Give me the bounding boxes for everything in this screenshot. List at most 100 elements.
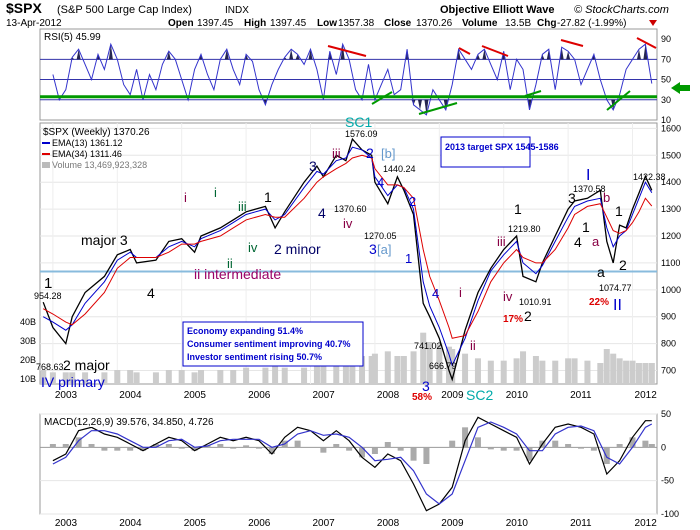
wave-label: 2	[409, 194, 416, 209]
histogram-bar	[165, 444, 172, 448]
histogram-bar	[333, 444, 340, 448]
price-label: 666.79	[429, 361, 457, 371]
year-tick-label: 2012	[635, 390, 658, 401]
price-tick-label: 1600	[661, 123, 681, 133]
volume-bar	[400, 356, 407, 384]
year-tick-label: 2007	[313, 390, 336, 401]
wave-label: 4	[147, 285, 155, 301]
source-label: © StockCharts.com	[574, 4, 669, 16]
year-tick-label: 2008	[377, 390, 400, 401]
volume-label: Volume	[462, 18, 498, 29]
wave-label: 4	[318, 205, 326, 221]
price-line	[42, 137, 653, 382]
volume-bar	[178, 370, 185, 384]
macd-tick-label: 0	[661, 442, 666, 452]
price-label: 741.02	[414, 341, 442, 351]
rsi-line	[52, 42, 653, 116]
rsi-panel: RSI(5) 45.99 90 70 50 30 10	[39, 28, 690, 125]
rsi-tick-label: 30	[661, 95, 671, 105]
volume-bar	[272, 365, 279, 384]
price-date-axis: 2003 2004 2005 2006 2007 2008 2009 2010 2011 2012	[55, 390, 657, 401]
histogram-bar	[397, 447, 404, 451]
chg-label: Chg	[537, 18, 556, 29]
histogram-bar	[552, 440, 559, 448]
wave-label: [a]	[377, 242, 391, 257]
wave-label: 3	[422, 378, 430, 394]
wave-label: 2 major	[63, 357, 110, 373]
histogram-bar	[474, 437, 481, 448]
year-tick-label: 2006	[248, 518, 271, 529]
volume-bar	[635, 363, 642, 384]
down-arrow-icon	[649, 20, 657, 26]
volume-bar	[610, 353, 617, 384]
economy-text: Economy expanding 51.4%	[187, 326, 303, 336]
chart-header: $SPX (S&P 500 Large Cap Index) INDX Obje…	[6, 0, 669, 29]
price-tick-label: 1400	[661, 177, 681, 187]
volume-bar	[445, 346, 452, 384]
volume-bar	[420, 332, 427, 384]
histogram-bar	[578, 447, 585, 449]
price-tick-label: 1300	[661, 204, 681, 214]
volume-bar	[384, 351, 391, 384]
volume-bar	[333, 363, 340, 384]
wave-label: major 3	[81, 232, 128, 248]
volume-bar	[648, 363, 655, 384]
wave-label: 58%	[412, 392, 432, 403]
histogram-bar	[230, 447, 237, 449]
volume-bar	[436, 344, 443, 384]
wave-label: iii	[497, 234, 506, 249]
volume-bar	[198, 370, 205, 384]
ema13-line	[42, 146, 653, 367]
close-value: 1370.26	[416, 18, 453, 29]
histogram-bar	[487, 447, 494, 450]
wave-label: 17%	[503, 314, 523, 325]
ema34-line	[42, 154, 653, 339]
volume-tick-label: 40B	[20, 317, 36, 327]
open-label: Open	[168, 18, 194, 29]
year-tick-label: 2004	[119, 518, 142, 529]
low-label: Low	[317, 18, 337, 29]
price-label: 768.63	[36, 362, 64, 372]
volume-bar	[571, 358, 578, 384]
macd-panel: MACD(12,26,9) 39.576, 34.850, 4.726 50 0 -…	[39, 409, 679, 519]
volume-bar	[191, 372, 198, 384]
consumer-text: Consumer sentiment improving 40.7%	[187, 339, 351, 349]
volume-bar	[565, 358, 572, 384]
histogram-bar	[565, 444, 572, 448]
volume-bar	[520, 351, 527, 384]
year-tick-label: 2004	[119, 390, 142, 401]
histogram-bar	[371, 447, 378, 454]
wave-label: 2 minor	[274, 241, 321, 257]
volume-bar	[474, 358, 481, 384]
histogram-bar	[500, 447, 507, 451]
volume-bar	[597, 363, 604, 384]
histogram-bar	[642, 440, 649, 448]
investor-text: Investor sentiment rising 50.7%	[187, 352, 322, 362]
histogram-bar	[178, 447, 185, 449]
year-tick-label: 2003	[55, 518, 78, 529]
volume-bar	[49, 372, 56, 384]
volume-bar	[584, 360, 591, 384]
volume-bar	[243, 367, 250, 384]
volume-tick-label: 20B	[20, 355, 36, 365]
macd-signal-line	[52, 421, 653, 505]
price-legend: $SPX (Weekly) 1370.26 EMA(13) 1361.12 EM…	[42, 127, 150, 170]
histogram-bar	[191, 447, 198, 451]
year-tick-label: 2006	[248, 390, 271, 401]
volume-bar	[426, 342, 433, 384]
price-tick-label: 1100	[661, 258, 680, 268]
histogram-bar	[268, 447, 275, 454]
histogram-bar	[255, 447, 262, 449]
histogram-bar	[629, 437, 636, 448]
macd-tick-label: -50	[661, 476, 674, 486]
wave-label: ii intermediate	[194, 266, 281, 282]
price-tick-label: 1000	[661, 285, 681, 295]
price-labels: 954.28 768.63 1576.09 1440.24 1370.60 12…	[34, 129, 666, 372]
volume-bar	[301, 367, 308, 384]
wave-label: 1	[405, 251, 412, 266]
volume-bar	[513, 358, 520, 384]
wave-label: 4	[377, 175, 384, 190]
histogram-bar	[346, 447, 353, 451]
wave-label: II	[613, 297, 622, 314]
histogram-bar	[603, 447, 610, 464]
